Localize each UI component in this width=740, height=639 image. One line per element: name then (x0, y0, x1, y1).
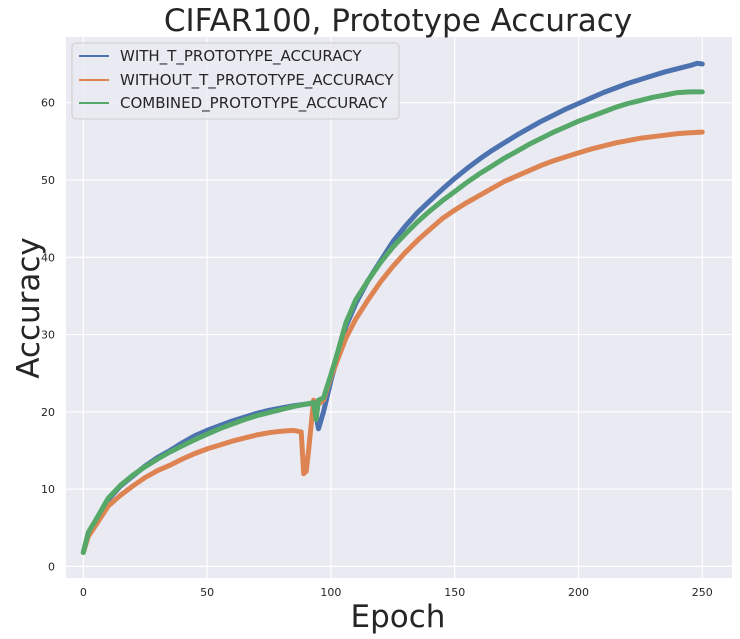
legend-label-with-t: WITH_T_PROTOTYPE_ACCURACY (120, 47, 362, 66)
x-axis-label: Epoch (351, 599, 446, 635)
legend: WITH_T_PROTOTYPE_ACCURACY WITHOUT_T_PROT… (71, 42, 400, 120)
series-lines (80, 60, 705, 555)
y-tick-label: 40 (41, 251, 55, 264)
x-tick-label: 150 (444, 586, 465, 599)
x-tick-label: 200 (568, 586, 589, 599)
x-tick-label: 100 (320, 586, 341, 599)
legend-label-without-t: WITHOUT_T_PROTOTYPE_ACCURACY (120, 71, 394, 90)
y-tick-label: 60 (41, 97, 55, 110)
x-tick-label: 50 (200, 586, 214, 599)
plot-background (66, 37, 732, 578)
series-line-2 (80, 89, 705, 555)
x-tick-label: 0 (80, 586, 87, 599)
y-axis-label: Accuracy (11, 237, 47, 379)
y-tick-label: 0 (48, 560, 55, 573)
y-tick-label: 10 (41, 483, 55, 496)
y-tick-label: 50 (41, 174, 55, 187)
y-tick-label: 20 (41, 406, 55, 419)
legend-box (71, 42, 400, 120)
tick-labels: 0 50 100 150 200 250 0 10 20 30 40 50 60 (41, 97, 713, 599)
series-line-1 (80, 129, 705, 555)
legend-label-combined: COMBINED_PROTOTYPE_ACCURACY (120, 94, 388, 113)
y-tick-label: 30 (41, 329, 55, 342)
chart-title: CIFAR100, Prototype Accuracy (164, 3, 632, 39)
x-tick-label: 250 (692, 586, 713, 599)
